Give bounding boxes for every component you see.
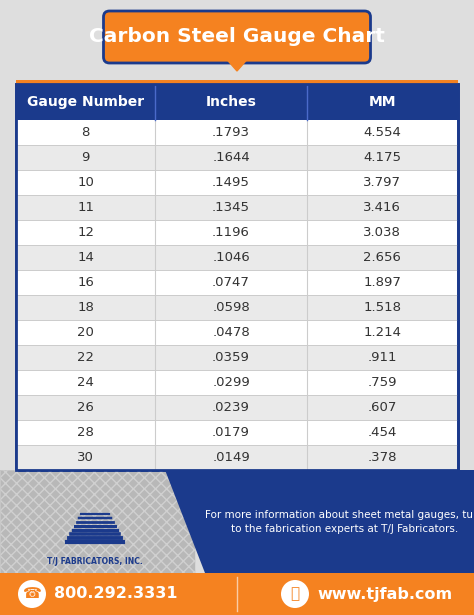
Bar (17, 395, 457, 420)
Text: 16: 16 (77, 276, 94, 289)
Text: 24: 24 (77, 376, 94, 389)
Circle shape (18, 580, 46, 608)
Bar (17, 245, 457, 270)
Text: ⌕: ⌕ (291, 587, 300, 601)
Text: 3.797: 3.797 (364, 176, 401, 189)
Text: 18: 18 (77, 301, 94, 314)
Circle shape (281, 580, 309, 608)
Text: 26: 26 (77, 401, 94, 414)
FancyBboxPatch shape (103, 11, 371, 63)
Text: .1345: .1345 (212, 201, 250, 214)
Text: 8: 8 (82, 126, 90, 139)
Text: 28: 28 (77, 426, 94, 439)
Bar (17, 295, 457, 320)
Text: 11: 11 (77, 201, 94, 214)
Text: 2.656: 2.656 (364, 251, 401, 264)
Bar (17, 145, 457, 170)
Text: 1.897: 1.897 (364, 276, 401, 289)
Bar (17, 120, 457, 145)
Bar (0, 470, 195, 573)
Bar (17, 220, 457, 245)
Text: Inches: Inches (206, 95, 256, 109)
Text: .0149: .0149 (212, 451, 250, 464)
Bar (0, 573, 474, 615)
Bar (17, 370, 457, 395)
Text: .0299: .0299 (212, 376, 250, 389)
Text: 12: 12 (77, 226, 94, 239)
Text: .0478: .0478 (212, 326, 250, 339)
Text: 9: 9 (82, 151, 90, 164)
Text: Carbon Steel Gauge Chart: Carbon Steel Gauge Chart (89, 26, 385, 46)
Text: .1793: .1793 (212, 126, 250, 139)
Polygon shape (165, 470, 474, 573)
Bar (16, 80, 458, 84)
Text: .1644: .1644 (212, 151, 250, 164)
Text: MM: MM (369, 95, 396, 109)
Text: www.tjfab.com: www.tjfab.com (317, 587, 452, 601)
Bar (17, 195, 457, 220)
Text: T/J FABRICATORS, INC.: T/J FABRICATORS, INC. (47, 557, 143, 566)
Text: Gauge Number: Gauge Number (27, 95, 144, 109)
Bar (17, 445, 457, 470)
Text: .0747: .0747 (212, 276, 250, 289)
Text: For more information about sheet metal gauges, turn
to the fabrication experts a: For more information about sheet metal g… (205, 509, 474, 533)
Text: .1046: .1046 (212, 251, 250, 264)
Bar (17, 270, 457, 295)
Text: 1.518: 1.518 (364, 301, 401, 314)
Text: .0598: .0598 (212, 301, 250, 314)
Bar (17, 420, 457, 445)
Text: 14: 14 (77, 251, 94, 264)
Text: 4.175: 4.175 (364, 151, 401, 164)
Polygon shape (223, 55, 251, 71)
Text: .1196: .1196 (212, 226, 250, 239)
Bar (17, 170, 457, 195)
Text: 4.554: 4.554 (364, 126, 401, 139)
Bar (17, 320, 457, 345)
Text: 3.038: 3.038 (364, 226, 401, 239)
Text: .607: .607 (368, 401, 397, 414)
Text: .454: .454 (368, 426, 397, 439)
Text: .759: .759 (368, 376, 397, 389)
Text: 20: 20 (77, 326, 94, 339)
Bar (0, 470, 195, 573)
Polygon shape (227, 53, 247, 58)
Text: 10: 10 (77, 176, 94, 189)
Text: .0179: .0179 (212, 426, 250, 439)
Text: .911: .911 (368, 351, 397, 364)
Bar (16, 84, 458, 470)
Text: .0239: .0239 (212, 401, 250, 414)
Text: ☎: ☎ (22, 587, 42, 601)
Text: 22: 22 (77, 351, 94, 364)
Text: .378: .378 (368, 451, 397, 464)
Text: 1.214: 1.214 (364, 326, 401, 339)
Text: .1495: .1495 (212, 176, 250, 189)
Text: 3.416: 3.416 (364, 201, 401, 214)
Text: 800.292.3331: 800.292.3331 (54, 587, 177, 601)
Text: .0359: .0359 (212, 351, 250, 364)
Bar (17, 345, 457, 370)
Bar (16, 84, 458, 470)
Bar (16, 84, 458, 120)
Text: 30: 30 (77, 451, 94, 464)
